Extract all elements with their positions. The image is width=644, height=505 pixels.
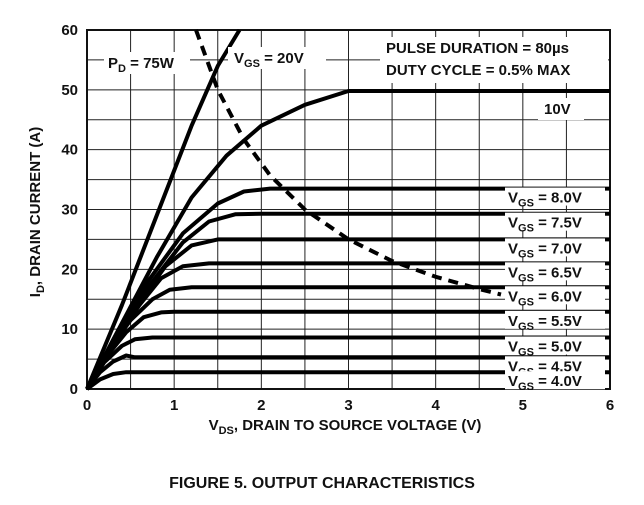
drain-current-curve [85,353,610,391]
pd-label-bg [104,52,190,74]
series-label: VGS = 6.0V [508,288,582,308]
series-label-bg [505,310,605,329]
ten-v-label-bg [538,98,584,120]
pulse-duration-note: PULSE DURATION = 80µs [386,40,569,57]
series-label-bg [505,212,605,231]
series-label-bg [505,371,605,390]
y-axis-label: ID, DRAIN CURRENT (A) [27,127,47,297]
x-axis-label: VDS, DRAIN TO SOURCE VOLTAGE (V) [209,417,482,437]
x-tick-label: 6 [606,397,614,414]
series-label: VGS = 7.0V [508,240,582,260]
y-tick-label: 40 [61,142,78,159]
plot-frame [86,29,611,390]
series-label: VGS = 8.0V [508,190,582,210]
y-ticks: 0 10 20 30 40 50 60 [61,22,78,398]
series-label-bg [505,356,605,375]
y-tick-label: 0 [70,381,78,398]
drain-current-curve [85,335,610,391]
vgs20-label: VGS = 20V [234,50,304,70]
figure-caption: FIGURE 5. OUTPUT CHARACTERISTICS [169,475,475,492]
duty-cycle-note: DUTY CYCLE = 0.5% MAX [386,62,570,79]
y-tick-label: 10 [61,321,78,338]
series-label-bg [505,238,605,257]
pd-label: PD = 75W [108,55,175,75]
drain-current-curve [85,28,242,390]
series-label: VGS = 7.5V [508,215,582,235]
x-ticks: 0 1 2 3 4 5 6 [83,397,614,414]
x-tick-label: 2 [257,397,265,414]
series-label-bg [505,286,605,305]
series-label-bg [505,187,605,206]
x-tick-label: 3 [344,397,352,414]
y-tick-label: 60 [61,22,78,39]
ten-v-label: 10V [544,101,571,118]
x-tick-label: 1 [170,397,178,414]
series-label-bg [505,262,605,281]
series-label: VGS = 4.0V [508,373,582,393]
series-labels: VGS = 8.0V VGS = 7.5V VGS = 7.0V VGS = 6.5V… [505,187,605,393]
series-label-bg [505,336,605,355]
series-label: VGS = 5.0V [508,339,582,359]
vgs20-label-bg [228,47,326,69]
power-limit-curve [194,29,502,297]
drain-current-curve [85,89,610,390]
x-tick-label: 5 [519,397,527,414]
x-tick-label: 0 [83,397,91,414]
pulse-note-bg [380,37,608,83]
series-label: VGS = 6.5V [508,264,582,284]
x-tick-label: 4 [431,397,440,414]
drain-current-curve [85,370,610,391]
y-tick-label: 20 [61,261,78,278]
y-tick-label: 30 [61,202,78,219]
curves [85,28,610,391]
series-label: VGS = 5.5V [508,313,582,333]
y-tick-label: 50 [61,82,78,99]
